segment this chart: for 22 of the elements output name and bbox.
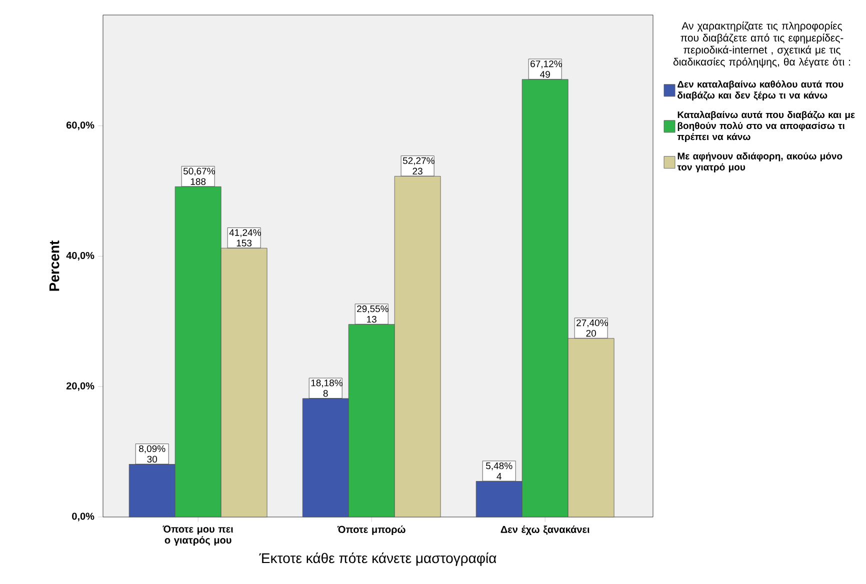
legend-label: Καταλαβαίνω αυτά που διαβάζω και με βοηθούν πολύ στο να αποφασίσω τι πρέπει να κάνω bbox=[677, 110, 855, 142]
data-label: 41,24% 153 bbox=[229, 229, 261, 246]
data-label: 18,18% 8 bbox=[311, 380, 342, 397]
data-label: 29,55% 13 bbox=[357, 305, 388, 323]
data-label: 8,09% 30 bbox=[139, 445, 166, 463]
y-axis-title: Percent bbox=[49, 240, 60, 291]
legend-label: Δεν καταλαβαίνω καθόλου αυτά που διαβάζω και δεν ξέρω τι να κάνω bbox=[678, 80, 844, 100]
x-axis-title: Έκτοτε κάθε πότε κάνετε μαστογραφία bbox=[259, 552, 496, 566]
x-tick-label: Όποτε μπορώ bbox=[337, 526, 406, 535]
legend-label: Με αφήνουν αδιάφορη, ακούω μόνο τον γιατρό μου bbox=[677, 152, 842, 172]
data-label: 67,12% 49 bbox=[530, 60, 562, 78]
y-tick-label: 0,0% bbox=[72, 512, 94, 522]
y-tick-label: 60,0% bbox=[66, 122, 94, 130]
data-label: 50,67% 188 bbox=[183, 168, 215, 185]
x-tick-label: Όποτε μου πει ο γιατρός μου bbox=[162, 526, 234, 546]
data-label: 27,40% 20 bbox=[576, 319, 608, 337]
x-tick-label: Δεν έχω ξανακάνει bbox=[500, 526, 590, 535]
legend-title: Αν χαρακτηρίζατε τις πληροφορίες που διαβάζετε από τις εφημερίδες-περιοδικά-internet , σχετικά με τις διαδικασίες πρόληψης, θα λέγατε ότι : bbox=[673, 22, 850, 68]
data-label: 52,27% 23 bbox=[402, 157, 434, 175]
data-label: 5,48% 4 bbox=[486, 462, 512, 480]
y-tick-label: 20,0% bbox=[66, 382, 94, 391]
y-tick-label: 40,0% bbox=[66, 252, 94, 260]
